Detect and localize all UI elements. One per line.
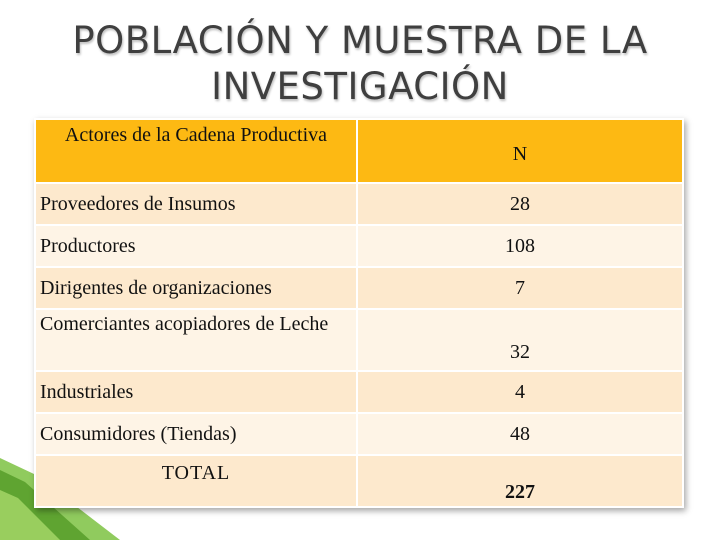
actor-cell: Proveedores de Insumos: [36, 184, 356, 224]
header-actores: Actores de la Cadena Productiva: [36, 120, 356, 182]
table-row: Proveedores de Insumos 28: [36, 184, 682, 224]
table-row: Comerciantes acopiadores de Leche 32: [36, 310, 682, 370]
actor-cell: Dirigentes de organizaciones: [36, 268, 356, 308]
actor-cell: Productores: [36, 226, 356, 266]
table-header-row: Actores de la Cadena Productiva N: [36, 120, 682, 182]
n-cell: 7: [358, 268, 682, 308]
header-n: N: [358, 120, 682, 182]
total-value: 227: [358, 456, 682, 506]
table-row: Productores 108: [36, 226, 682, 266]
n-cell: 28: [358, 184, 682, 224]
table-row: Consumidores (Tiendas) 48: [36, 414, 682, 454]
total-row: TOTAL 227: [36, 456, 682, 506]
population-sample-table: Actores de la Cadena Productiva N Provee…: [34, 118, 684, 508]
table-row: Dirigentes de organizaciones 7: [36, 268, 682, 308]
slide-title-line-1: POBLACIÓN Y MUESTRA DE LA: [72, 19, 648, 62]
n-cell: 108: [358, 226, 682, 266]
n-cell: 32: [358, 310, 682, 370]
total-label: TOTAL: [36, 456, 356, 506]
actor-cell: Industriales: [36, 372, 356, 412]
n-cell: 4: [358, 372, 682, 412]
slide-title: POBLACIÓN Y MUESTRA DE LA INVESTIGACIÓN: [0, 18, 720, 110]
actor-cell: Consumidores (Tiendas): [36, 414, 356, 454]
slide-title-line-2: INVESTIGACIÓN: [211, 65, 509, 108]
table-row: Industriales 4: [36, 372, 682, 412]
actor-cell: Comerciantes acopiadores de Leche: [36, 310, 356, 370]
n-cell: 48: [358, 414, 682, 454]
